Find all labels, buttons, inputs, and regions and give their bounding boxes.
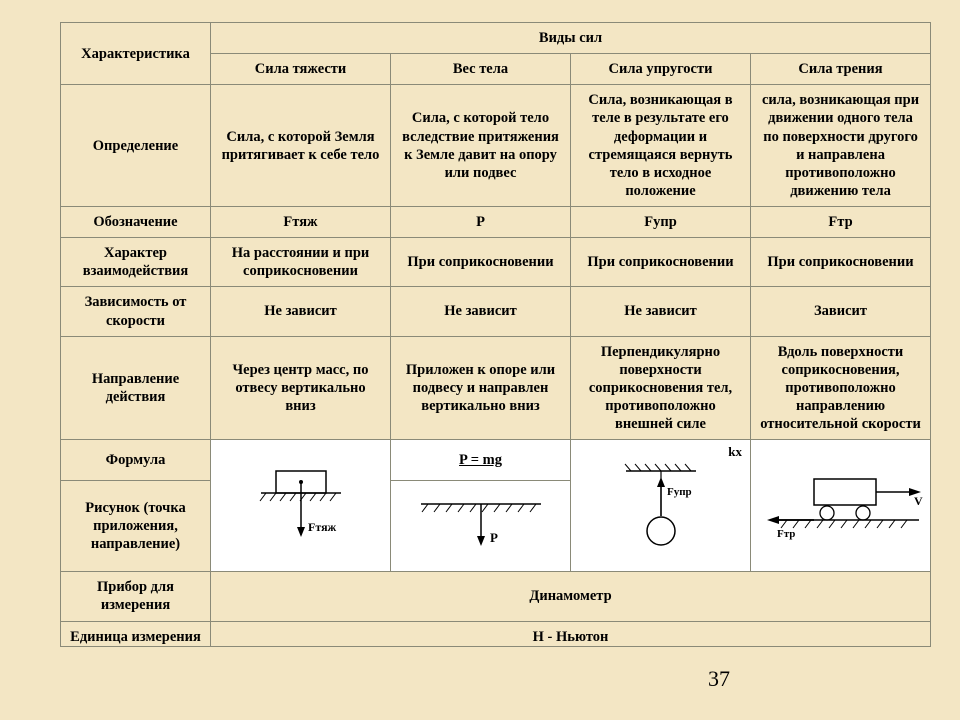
friction-v-label: V [914, 494, 923, 508]
row-label: Характер взаимодействия [61, 238, 211, 287]
header-kinds: Виды сил [211, 23, 931, 54]
diagram-weight: P [391, 481, 571, 572]
formula-weight-text: P = mg [459, 452, 502, 468]
cell: Сила, с которой тело вследствие притяжен… [391, 85, 571, 207]
header-weight: Вес тела [391, 54, 571, 85]
slide-page: Характеристика Виды сил Сила тяжести Вес… [0, 0, 960, 720]
cell: Через центр масс, по отвесу вертикально … [211, 336, 391, 440]
row-label: Зависимость от скорости [61, 287, 211, 336]
header-characteristic: Характеристика [61, 23, 211, 85]
row-definition: Определение Сила, с которой Земля притяг… [61, 85, 931, 207]
cell: Сила, с которой Земля притягивает к себе… [211, 85, 391, 207]
cell: Приложен к опоре или подвесу и направлен… [391, 336, 571, 440]
cell-unit: Н - Ньютон [211, 621, 931, 646]
table-header-row-1: Характеристика Виды сил [61, 23, 931, 54]
cell: При соприкосновении [751, 238, 931, 287]
diagram-elastic: kx Fупр [571, 440, 751, 572]
gravity-arrow-label: Fтяж [308, 520, 337, 534]
cell: Fтяж [211, 207, 391, 238]
row-direction: Направление действия Через центр масс, п… [61, 336, 931, 440]
row-label: Определение [61, 85, 211, 207]
cell: Не зависит [211, 287, 391, 336]
row-speed-dep: Зависимость от скорости Не зависит Не за… [61, 287, 931, 336]
cell: Fупр [571, 207, 751, 238]
friction-arrow-label: Fтр [777, 528, 795, 540]
row-label: Единица измерения [61, 621, 211, 646]
cell: На расстоянии и при соприкосновении [211, 238, 391, 287]
diagram-gravity: Fтяж [211, 440, 391, 572]
header-elastic: Сила упругости [571, 54, 751, 85]
row-device: Прибор для измерения Динамометр [61, 572, 931, 621]
cell: Сила, возникающая в теле в результате ег… [571, 85, 751, 207]
header-friction: Сила трения [751, 54, 931, 85]
slide-number: 37 [708, 666, 730, 692]
cell: Не зависит [571, 287, 751, 336]
row-label: Направление действия [61, 336, 211, 440]
cell: сила, возникающая при движении одного те… [751, 85, 931, 207]
elastic-diagram-svg: Fупр [601, 461, 721, 551]
row-symbol: Обозначение Fтяж P Fупр Fтр [61, 207, 931, 238]
cell: При соприкосновении [571, 238, 751, 287]
elastic-kx: kx [728, 444, 742, 460]
row-label: Обозначение [61, 207, 211, 238]
cell: Вдоль поверхности соприкосновения, проти… [751, 336, 931, 440]
weight-arrow-label: P [490, 530, 498, 545]
row-label: Формула [61, 440, 211, 481]
row-interaction: Характер взаимодействия На расстоянии и … [61, 238, 931, 287]
cell: Fтр [751, 207, 931, 238]
weight-diagram-svg: P [406, 496, 556, 556]
header-gravity: Сила тяжести [211, 54, 391, 85]
row-formula: Формула Fтяж [61, 440, 931, 481]
cell: Не зависит [391, 287, 571, 336]
elastic-arrow-label: Fупр [667, 486, 692, 498]
row-unit: Единица измерения Н - Ньютон [61, 621, 931, 646]
cell-device: Динамометр [211, 572, 931, 621]
cell: При соприкосновении [391, 238, 571, 287]
row-label: Рисунок (точка приложения, направление) [61, 481, 211, 572]
forces-table: Характеристика Виды сил Сила тяжести Вес… [60, 22, 931, 647]
diagram-friction: V Fтр [751, 440, 931, 572]
gravity-diagram-svg: Fтяж [246, 461, 356, 551]
cell: Зависит [751, 287, 931, 336]
cell: P [391, 207, 571, 238]
cell: Перпендикулярно поверхности соприкоснове… [571, 336, 751, 440]
formula-weight: P = mg [391, 440, 571, 481]
friction-diagram-svg: V Fтр [759, 461, 929, 551]
row-label: Прибор для измерения [61, 572, 211, 621]
